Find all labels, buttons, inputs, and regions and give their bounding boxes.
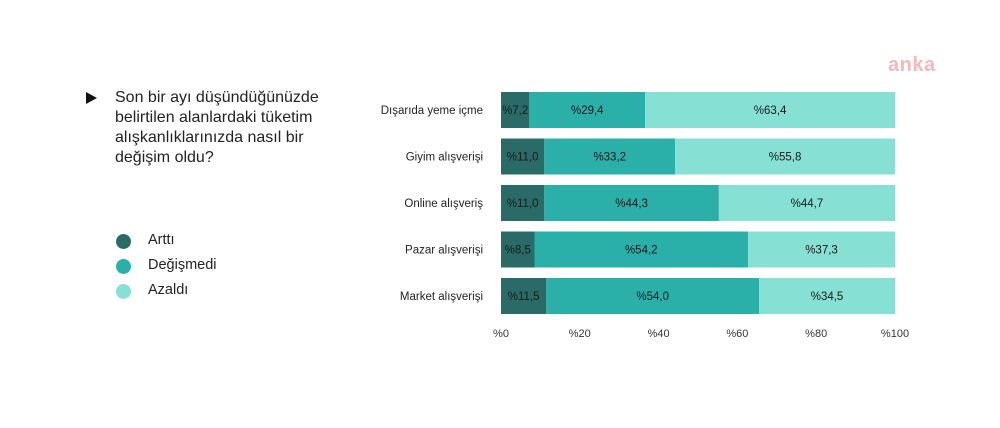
category-label-online-alisveris: Online alışveriş — [404, 198, 483, 210]
data-label-degismedi-pazar-alisverisi: %54,2 — [625, 245, 658, 257]
bar-azaldi-giyim-alisverisi — [675, 138, 895, 175]
legend-label-degismedi: Değişmedi — [148, 257, 217, 273]
data-label-artti-pazar-alisverisi: %8,5 — [505, 245, 531, 257]
category-label-disarida-yeme-icme: Dışarıda yeme içme — [381, 105, 483, 117]
bar-degismedi-giyim-alisverisi — [544, 138, 676, 175]
bar-azaldi-online-alisveris — [718, 185, 895, 221]
data-label-azaldi-pazar-alisverisi: %37,3 — [805, 245, 838, 257]
data-label-artti-giyim-alisverisi: %11,0 — [507, 152, 539, 164]
data-label-degismedi-market-alisverisi: %54,0 — [636, 291, 669, 303]
x-tick-label-20: %20 — [569, 328, 591, 340]
bar-artti-online-alisveris — [501, 185, 545, 221]
legend-swatch-degismedi — [116, 259, 131, 274]
data-label-azaldi-disarida-yeme-icme: %63,4 — [754, 105, 787, 117]
bar-degismedi-pazar-alisverisi — [534, 231, 749, 268]
data-label-artti-disarida-yeme-icme: %7,2 — [502, 105, 528, 117]
legend-label-artti: Arttı — [148, 232, 175, 248]
x-tick-label-100: %100 — [881, 328, 909, 340]
x-tick-label-60: %60 — [726, 328, 748, 340]
legend-swatch-azaldi — [116, 284, 131, 299]
data-label-azaldi-online-alisveris: %44,7 — [791, 198, 824, 210]
bar-degismedi-disarida-yeme-icme — [529, 92, 646, 128]
bar-artti-giyim-alisverisi — [501, 138, 545, 175]
bar-artti-pazar-alisverisi — [501, 231, 535, 268]
data-label-degismedi-online-alisveris: %44,3 — [615, 198, 648, 210]
bar-artti-market-alisverisi — [501, 278, 547, 314]
data-label-degismedi-disarida-yeme-icme: %29,4 — [571, 105, 604, 117]
bar-degismedi-online-alisveris — [544, 185, 719, 221]
data-label-artti-online-alisveris: %11,0 — [507, 198, 539, 210]
bar-azaldi-pazar-alisverisi — [748, 231, 895, 268]
x-tick-label-0: %0 — [493, 328, 509, 340]
legend-swatch-artti — [116, 234, 131, 249]
category-label-market-alisverisi: Market alışverişi — [400, 291, 483, 303]
data-label-azaldi-giyim-alisverisi: %55,8 — [769, 152, 802, 164]
category-label-pazar-alisverisi: Pazar alışverişi — [405, 245, 483, 257]
play-arrow-icon — [86, 92, 97, 104]
x-tick-label-80: %80 — [805, 328, 827, 340]
bar-azaldi-disarida-yeme-icme — [645, 92, 895, 128]
data-label-degismedi-giyim-alisverisi: %33,2 — [593, 152, 626, 164]
legend-label-azaldi: Azaldı — [148, 282, 189, 298]
anka-logo: anka — [888, 54, 936, 76]
x-tick-label-40: %40 — [648, 328, 670, 340]
data-label-azaldi-market-alisverisi: %34,5 — [811, 291, 844, 303]
category-label-giyim-alisverisi: Giyim alışverişi — [406, 152, 483, 164]
bar-azaldi-market-alisverisi — [759, 278, 895, 314]
bar-artti-disarida-yeme-icme — [501, 92, 530, 128]
bar-degismedi-market-alisverisi — [546, 278, 760, 314]
question-text: Son bir ayı düşündüğünüzde belirtilen al… — [115, 89, 319, 166]
data-label-artti-market-alisverisi: %11,5 — [508, 291, 540, 303]
